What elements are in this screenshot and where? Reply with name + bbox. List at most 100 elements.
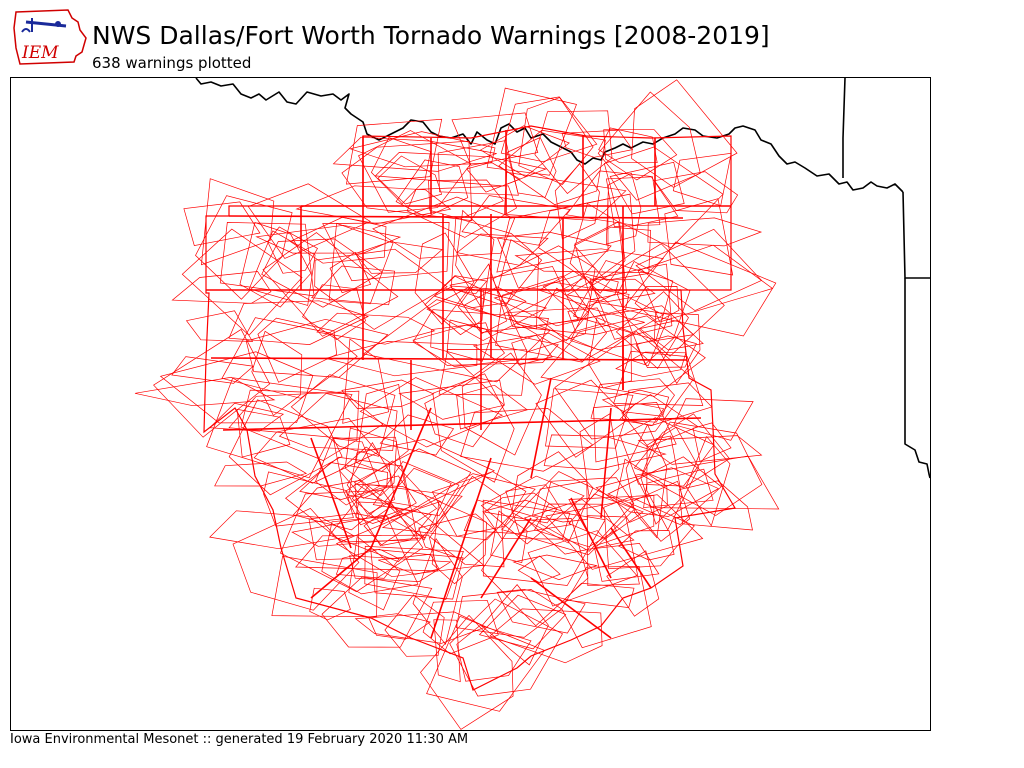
warning-polygon xyxy=(634,286,680,323)
warning-polygon xyxy=(615,351,687,378)
warning-polygon xyxy=(647,217,763,247)
warning-polygon xyxy=(279,490,424,593)
warning-polygon xyxy=(621,382,713,427)
warning-polygon xyxy=(538,305,695,351)
texas-arkansas-boundary xyxy=(902,191,930,279)
warning-polygon xyxy=(512,554,598,581)
warning-polygon xyxy=(314,248,448,330)
warning-polygon xyxy=(349,131,496,168)
warning-polygon xyxy=(236,408,291,458)
warning-polygon xyxy=(358,130,472,213)
warning-polygon xyxy=(616,261,691,365)
warning-polygon xyxy=(228,300,369,345)
state-boundaries xyxy=(195,78,930,479)
warning-polygon xyxy=(615,458,668,523)
warning-polygon xyxy=(606,550,660,617)
warning-polygon xyxy=(597,91,701,201)
warning-polygon xyxy=(598,127,658,164)
warning-polygon xyxy=(285,456,419,543)
warning-polygon xyxy=(367,613,431,640)
county-boundary xyxy=(480,517,532,599)
warning-polygon xyxy=(594,543,660,582)
warning-polygon xyxy=(646,426,700,531)
warning-polygon xyxy=(493,281,630,327)
texas-louisiana-boundary xyxy=(904,278,930,479)
warning-polygon xyxy=(441,275,488,295)
warning-polygon xyxy=(573,226,651,281)
warning-polygon xyxy=(372,461,460,517)
footer-credit: Iowa Environmental Mesonet :: generated … xyxy=(10,732,469,747)
warning-polygon xyxy=(302,284,366,341)
oklahoma-arkansas-boundary xyxy=(842,78,846,178)
warning-polygon xyxy=(384,594,445,657)
warning-polygon xyxy=(507,307,645,335)
warning-polygon xyxy=(362,299,551,383)
warning-polygon xyxy=(570,300,670,367)
warning-polygon xyxy=(183,201,261,247)
warning-polygon xyxy=(412,309,549,367)
warning-polygon xyxy=(567,307,606,332)
warning-polygon xyxy=(345,460,438,547)
warning-polygon xyxy=(540,315,706,397)
warning-polygon xyxy=(478,594,567,650)
warning-polygon xyxy=(589,243,725,357)
warning-polygon xyxy=(542,273,601,321)
warning-polygon xyxy=(432,373,515,483)
warning-polygon xyxy=(603,496,695,570)
warning-polygon xyxy=(685,436,731,527)
warning-polygon xyxy=(309,587,351,621)
warning-polygon xyxy=(498,129,606,206)
warning-polygon xyxy=(424,275,485,336)
warning-polygon xyxy=(455,209,495,311)
warning-polygon xyxy=(653,171,739,214)
warning-polygon xyxy=(451,112,539,166)
warning-polygon xyxy=(267,226,318,274)
page-title: NWS Dallas/Fort Worth Tornado Warnings [… xyxy=(92,21,770,50)
warning-polygon xyxy=(569,202,626,294)
warning-polygon xyxy=(631,79,738,188)
warning-polygon xyxy=(255,224,402,254)
warning-polygon xyxy=(379,414,455,456)
warning-polygon xyxy=(159,351,314,424)
warning-polygon xyxy=(353,448,472,533)
warning-polygon xyxy=(618,402,665,426)
warning-polygon xyxy=(621,241,777,337)
warning-polygon xyxy=(412,324,559,366)
warning-polygon xyxy=(339,446,392,499)
warning-polygon xyxy=(456,233,549,266)
warning-polygon xyxy=(295,185,452,225)
warning-polygon xyxy=(672,152,732,207)
warning-polygon xyxy=(543,434,667,470)
warning-polygon xyxy=(508,276,665,362)
warning-polygon xyxy=(489,608,603,664)
warning-polygon xyxy=(563,582,635,608)
warning-polygon xyxy=(605,176,661,227)
warning-polygon xyxy=(257,317,338,383)
warning-polygon xyxy=(437,140,519,196)
warning-polygon xyxy=(495,275,608,363)
red-river-boundary xyxy=(195,78,904,193)
warning-polygon xyxy=(214,461,308,487)
warning-polygon xyxy=(316,312,436,345)
warning-polygon xyxy=(354,241,444,274)
warning-polygon xyxy=(678,480,753,531)
warning-polygon xyxy=(538,270,619,307)
warning-polygon xyxy=(518,97,594,185)
warning-polygon xyxy=(446,319,505,377)
warning-polygon xyxy=(545,388,634,449)
warning-polygon xyxy=(208,402,285,432)
logo-text: IEM xyxy=(21,43,59,63)
warning-polygon xyxy=(426,287,548,341)
warning-polygon xyxy=(324,341,478,377)
warning-polygon xyxy=(433,619,461,683)
warning-polygon xyxy=(228,399,343,496)
warning-polygon xyxy=(481,518,589,627)
warning-polygon xyxy=(637,244,774,323)
warning-polygon xyxy=(579,413,620,501)
warning-polygon xyxy=(364,545,464,600)
warning-polygon xyxy=(629,480,691,542)
warning-polygon xyxy=(633,413,731,489)
warning-polygon xyxy=(496,589,586,634)
warning-polygon xyxy=(500,96,598,163)
warning-polygon xyxy=(554,163,600,240)
